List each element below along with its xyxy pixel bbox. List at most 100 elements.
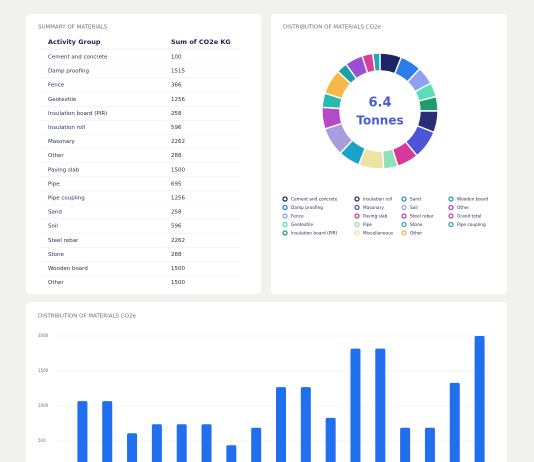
bar-title: DISTRIBUTION OF MATERIALS CO2e [38,314,136,320]
legend-label: Steel rebar [410,214,434,220]
bar [325,417,336,462]
legend-marker [282,196,288,202]
row-value: 258 [171,210,182,216]
row-value: 2262 [171,238,185,244]
bar-card [26,302,507,462]
row-value: 596 [171,224,182,230]
column-header: Sum of CO2e KG [171,38,231,46]
bar [176,424,187,462]
row-label: Wooden board [48,266,88,272]
legend-marker [401,230,407,236]
y-tick-label: 2000 [38,333,49,338]
row-label: Pipe [48,181,60,187]
row-label: Soil [48,224,58,230]
bar [474,336,485,462]
legend-label: Damp proofing [291,205,323,211]
row-label: Paving slab [48,167,80,173]
bar [201,424,212,462]
legend-label: Insulation roll [363,197,392,203]
row-label: Steel rebar [48,238,79,244]
legend-label: Stone [410,222,423,228]
bar [77,401,88,462]
row-value: 288 [171,153,182,159]
bar [449,382,460,462]
bar [300,387,311,462]
legend-marker [354,213,360,219]
row-label: Sand [48,210,62,216]
legend-label: Insulation board (PIR) [291,231,338,237]
row-value: 1500 [171,280,185,286]
legend-label: Fence [291,214,304,220]
legend-label: Other [457,205,469,211]
legend-marker [448,204,454,211]
legend-marker [448,196,454,202]
row-label: Insulation roll [48,125,86,131]
legend-marker [448,221,454,228]
row-value: 1500 [171,266,185,272]
legend-label: Grand total [457,214,481,220]
pie-center-value: 6.4 [368,96,391,111]
legend-label: Pipe coupling [457,222,486,228]
row-value: 1256 [171,97,185,103]
row-label: Geotextile [48,97,77,103]
pie-title: DISTRIBUTION OF MATERIALS CO2e [283,25,381,31]
row-label: Masonary [48,139,75,145]
row-label: Other [48,280,64,286]
column-header: Activity Group [48,38,101,46]
table-title: SUMMARY OF MATERIALS [38,25,108,31]
bar [350,348,361,462]
bar [400,427,411,462]
bar [151,424,162,462]
row-value: 2262 [171,139,185,145]
row-value: 1256 [171,196,185,202]
y-tick-label: 1000 [38,403,49,408]
y-tick-label: 500 [38,438,46,443]
legend-label: Other [410,231,422,237]
row-value: 1500 [171,167,185,173]
bar [251,427,262,462]
row-label: Damp proofing [48,69,89,75]
row-label: Stone [48,252,64,258]
legend-label: Wooden board [457,197,488,203]
row-label: Other [48,153,64,159]
bar [226,445,237,462]
legend-marker [401,221,407,228]
pie-slice [371,52,381,73]
legend-marker [401,213,407,219]
legend-label: Sand [410,197,421,203]
legend-label: Cement and concrete [291,197,338,203]
row-value: 1515 [171,69,185,75]
row-value: 366 [171,83,182,89]
legend-marker [282,221,288,228]
bar [375,348,386,462]
bar [276,387,286,462]
row-label: Cement and concrete [48,55,108,61]
legend-label: Pipe [363,222,372,228]
legend-marker [354,221,360,228]
table-card [26,14,261,294]
legend-label: Masonary [363,205,384,211]
row-value: 288 [171,252,182,258]
legend-label: Paving slab [363,214,388,220]
bar [102,401,113,462]
row-value: 258 [171,111,182,117]
row-value: 100 [171,55,182,61]
legend-marker [401,196,407,202]
row-label: Insulation board (PIR) [48,111,107,117]
legend-marker [401,204,407,211]
row-label: Fence [48,83,65,89]
legend-label: Miscellaneous [363,231,394,237]
legend-marker [354,204,360,211]
bar [424,427,435,462]
legend-label: Geotextile [291,222,313,228]
legend-label: Soil [410,205,418,211]
pie-center-label: Tonnes [356,114,403,128]
row-value: 695 [171,181,182,187]
row-value: 596 [171,125,182,131]
bar [127,433,138,462]
legend-marker [448,213,454,219]
legend-marker [354,196,360,202]
legend-marker [282,204,288,211]
